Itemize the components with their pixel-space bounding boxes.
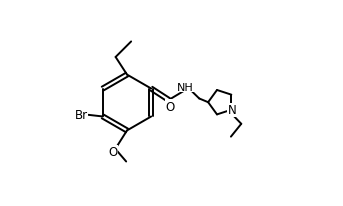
Text: NH: NH [177, 82, 194, 92]
Text: Br: Br [74, 109, 87, 122]
Text: N: N [228, 104, 237, 117]
Text: O: O [166, 101, 175, 114]
Text: O: O [108, 146, 118, 159]
